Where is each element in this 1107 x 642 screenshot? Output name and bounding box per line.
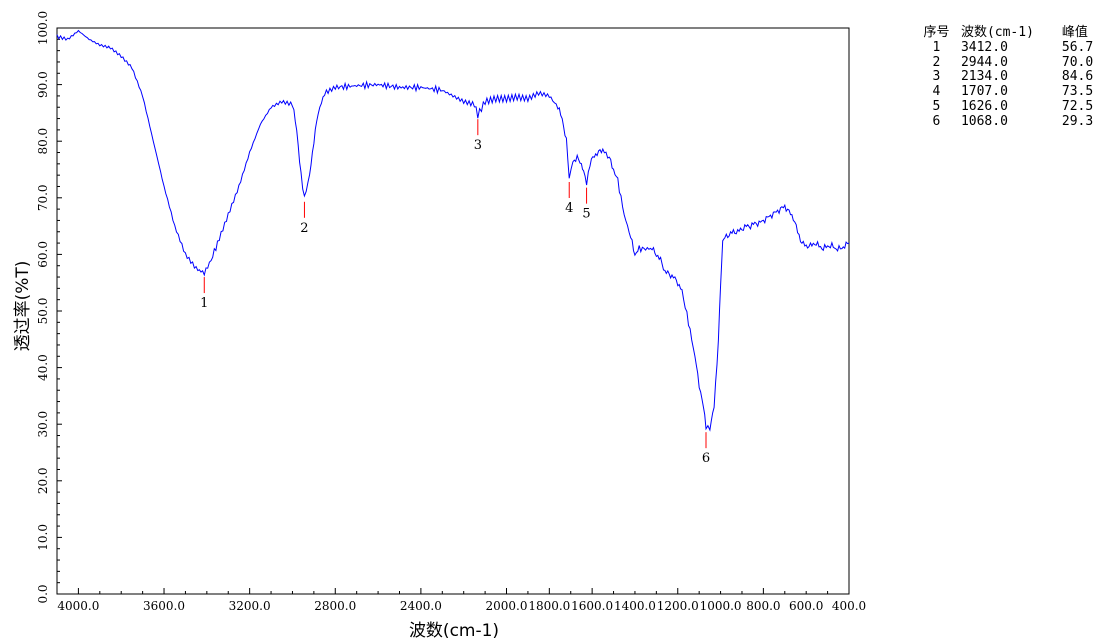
table-row: 6 1068.0 29.3 <box>922 113 1107 130</box>
y-tick-label: 50.0 <box>36 298 50 325</box>
x-tick-label: 600.0 <box>789 599 823 613</box>
peak-table: 序号 波数(cm-1) 峰值 1 3412.0 56.7 2 2944.0 70.0 3 21… <box>922 25 1107 130</box>
header-index: 序号 <box>923 25 950 40</box>
row-wavenumber: 1626.0 <box>960 98 1008 114</box>
table-row: 3 2134.0 84.6 <box>922 70 1107 85</box>
row-peak: 70.0 <box>1061 54 1094 70</box>
y-tick-label: 90.0 <box>36 71 50 98</box>
row-index: 6 <box>932 113 941 129</box>
x-tick-label: 2000.0 <box>486 599 528 613</box>
row-peak: 73.5 <box>1061 84 1094 100</box>
y-tick-label: 20.0 <box>36 467 50 494</box>
x-axis-ticks: 4000.0 3600.0 3200.0 2800.0 2400.0 2000.0 1600… <box>56 588 866 613</box>
row-index: 5 <box>932 98 941 114</box>
row-wavenumber: 2944.0 <box>960 54 1008 70</box>
plot-frame <box>56 27 850 595</box>
y-tick-label: 40.0 <box>36 354 50 381</box>
row-wavenumber: 1707.0 <box>960 84 1008 100</box>
row-peak: 29.3 <box>1061 113 1094 129</box>
table-row: 5 1626.0 72.5 <box>922 98 1107 115</box>
y-tick-label: 0.0 <box>36 584 50 603</box>
peak-label: 5 <box>582 207 590 222</box>
y-tick-label: 100.0 <box>36 11 50 45</box>
y-tick-label: 70.0 <box>36 184 50 211</box>
x-tick-label: 800.0 <box>746 599 780 613</box>
row-peak: 84.6 <box>1061 69 1094 85</box>
y-tick-label: 80.0 <box>36 128 50 155</box>
y-axis-title: 透过率(%T) <box>13 261 33 352</box>
row-index: 2 <box>932 54 941 70</box>
row-wavenumber: 2134.0 <box>960 69 1008 85</box>
x-tick-label: 2400.0 <box>400 599 442 613</box>
row-wavenumber: 3412.0 <box>960 39 1008 55</box>
x-tick-label: 1600.0 <box>571 599 613 613</box>
row-wavenumber: 1068.0 <box>960 113 1008 129</box>
table-row: 2 2944.0 70.0 <box>922 54 1107 71</box>
x-tick-label: 1800.0 <box>528 599 570 613</box>
peak-table-header: 序号 波数(cm-1) 峰值 <box>922 25 1107 41</box>
row-peak: 56.7 <box>1061 39 1094 55</box>
x-tick-label: 3600.0 <box>143 599 185 613</box>
row-peak: 72.5 <box>1061 98 1094 114</box>
y-tick-label: 60.0 <box>36 241 50 268</box>
x-tick-label: 4000.0 <box>57 599 99 613</box>
x-axis-title: 波数(cm-1) <box>409 621 499 641</box>
x-tick-label: 1000.0 <box>700 599 742 613</box>
header-peak: 峰值 <box>1061 25 1088 40</box>
peak-label: 3 <box>474 138 482 153</box>
peak-label: 4 <box>565 201 573 216</box>
peak-label: 1 <box>200 296 208 311</box>
peak-markers: 1 2 3 4 5 6 <box>200 119 710 466</box>
spectrum-line <box>56 29 850 432</box>
x-tick-label: 1200.0 <box>657 599 699 613</box>
header-wavenumber: 波数(cm-1) <box>960 25 1034 40</box>
row-index: 1 <box>932 39 941 55</box>
x-tick-label: 3200.0 <box>229 599 271 613</box>
x-tick-label: 1400.0 <box>614 599 656 613</box>
peak-label: 2 <box>300 221 308 236</box>
x-tick-label: 400.0 <box>832 599 866 613</box>
y-tick-label: 10.0 <box>36 524 50 551</box>
table-row: 1 3412.0 56.7 <box>922 39 1107 56</box>
x-tick-label: 2800.0 <box>314 599 356 613</box>
peak-label: 6 <box>702 451 710 466</box>
ir-spectrum-chart: 0.0 10.0 20.0 30.0 40.0 50.0 60.0 70.0 80.0 90.0 1… <box>13 11 866 641</box>
y-tick-label: 30.0 <box>36 411 50 438</box>
table-row: 4 1707.0 73.5 <box>922 84 1107 100</box>
row-index: 3 <box>932 69 941 85</box>
y-axis-ticks: 0.0 10.0 20.0 30.0 40.0 50.0 60.0 70.0 80.0 90.0 1… <box>36 11 62 604</box>
row-index: 4 <box>932 84 941 100</box>
